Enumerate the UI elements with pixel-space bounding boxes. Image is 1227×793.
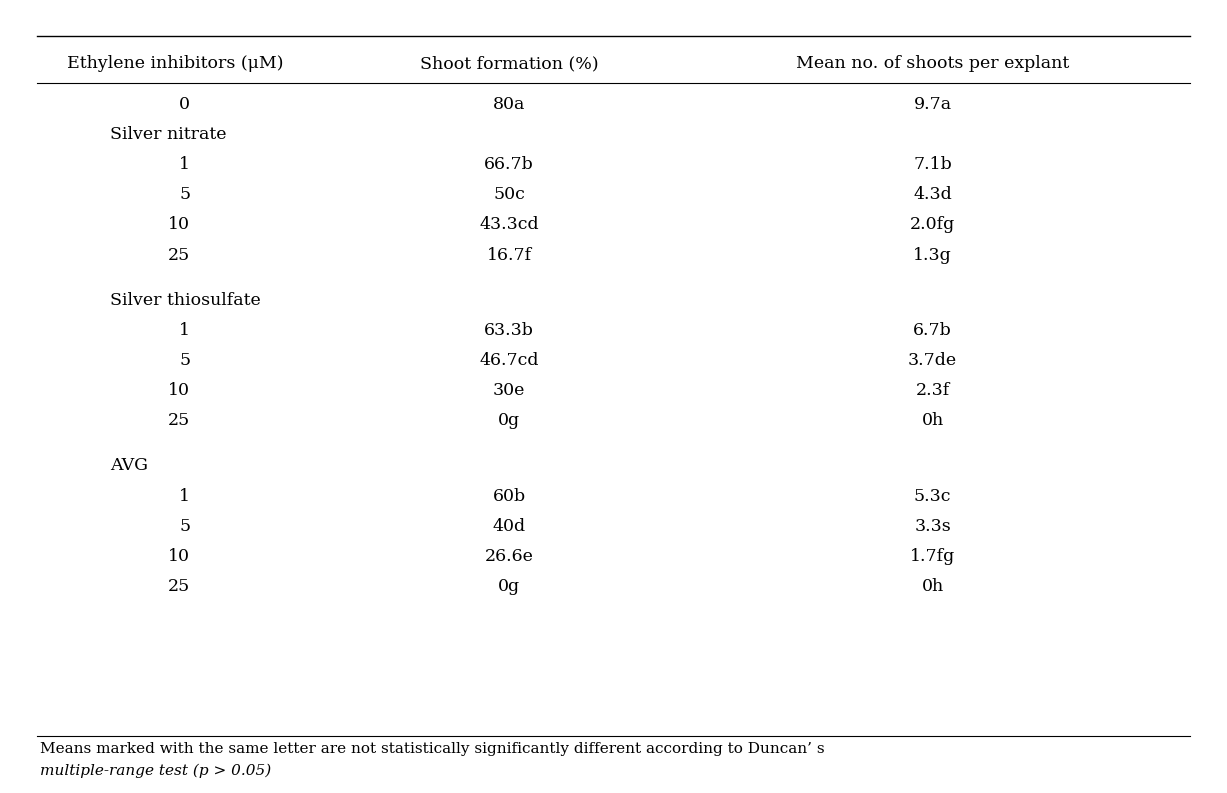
Text: Means marked with the same letter are not statistically significantly different : Means marked with the same letter are no… [40,742,825,757]
Text: 80a: 80a [493,96,525,113]
Text: 46.7cd: 46.7cd [480,352,539,369]
Text: Silver thiosulfate: Silver thiosulfate [110,292,261,308]
Text: 1: 1 [179,156,190,173]
Text: 5: 5 [179,518,190,534]
Text: 66.7b: 66.7b [485,156,534,173]
Text: 25: 25 [168,247,190,263]
Text: 1: 1 [179,322,190,339]
Text: 16.7f: 16.7f [487,247,531,263]
Text: 2.3f: 2.3f [915,382,950,399]
Text: 6.7b: 6.7b [913,322,952,339]
Text: 25: 25 [168,412,190,429]
Text: 60b: 60b [493,488,525,504]
Text: 1.7fg: 1.7fg [910,548,955,565]
Text: 43.3cd: 43.3cd [480,216,539,233]
Text: 5: 5 [179,352,190,369]
Text: 0h: 0h [921,412,944,429]
Text: 40d: 40d [493,518,525,534]
Text: 9.7a: 9.7a [913,96,952,113]
Text: 2.0fg: 2.0fg [910,216,955,233]
Text: 26.6e: 26.6e [485,548,534,565]
Text: 30e: 30e [493,382,525,399]
Text: 0h: 0h [921,578,944,595]
Text: multiple-range test (p > 0.05): multiple-range test (p > 0.05) [40,764,271,778]
Text: 63.3b: 63.3b [485,322,534,339]
Text: 7.1b: 7.1b [913,156,952,173]
Text: 1.3g: 1.3g [913,247,952,263]
Text: Shoot formation (%): Shoot formation (%) [420,55,599,72]
Text: Ethylene inhibitors (μM): Ethylene inhibitors (μM) [67,55,283,72]
Text: 0g: 0g [498,578,520,595]
Text: 10: 10 [168,548,190,565]
Text: 0g: 0g [498,412,520,429]
Text: 25: 25 [168,578,190,595]
Text: 0: 0 [179,96,190,113]
Text: 10: 10 [168,382,190,399]
Text: 3.7de: 3.7de [908,352,957,369]
Text: 4.3d: 4.3d [913,186,952,203]
Text: AVG: AVG [110,458,148,474]
Text: 50c: 50c [493,186,525,203]
Text: 5: 5 [179,186,190,203]
Text: 3.3s: 3.3s [914,518,951,534]
Text: 5.3c: 5.3c [914,488,951,504]
Text: Silver nitrate: Silver nitrate [110,126,227,143]
Text: 10: 10 [168,216,190,233]
Text: Mean no. of shoots per explant: Mean no. of shoots per explant [796,55,1069,72]
Text: 1: 1 [179,488,190,504]
